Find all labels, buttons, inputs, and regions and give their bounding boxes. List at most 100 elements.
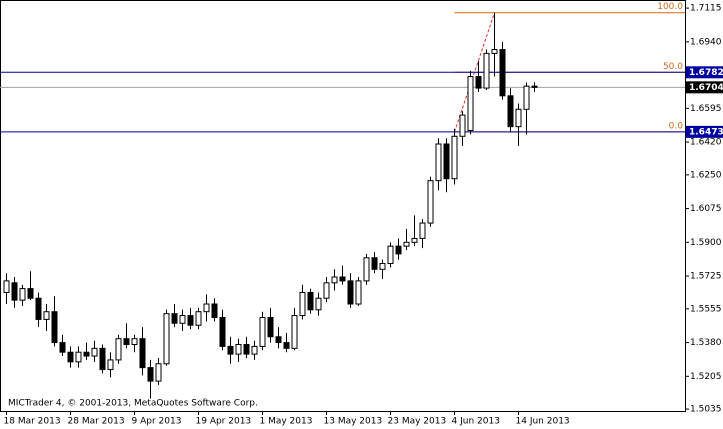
candle-body [331,276,338,284]
candle-body [11,282,18,301]
candle-body [251,345,258,355]
candle-body [491,49,498,54]
candle-body [131,338,138,345]
candle-body [347,280,354,305]
x-tick-label: 13 May 2013 [324,417,383,427]
candle-body [115,338,122,361]
y-tick-label: 1.6075 [690,204,722,214]
candle-body [27,288,34,299]
price-box [686,125,723,138]
x-tick-label: 28 Mar 2013 [68,417,125,427]
x-tick-label: 19 Apr 2013 [196,417,252,427]
candle-body [387,245,394,265]
candle-body [531,85,538,88]
x-tick-label: 1 May 2013 [260,417,313,427]
candle-body [235,343,242,355]
candle-body [451,135,458,180]
candle-body [475,76,482,89]
candle-body [323,282,330,299]
candle-body [267,317,274,338]
candle-body [291,315,298,349]
candle-body [467,76,474,132]
y-tick-label: 1.5380 [690,338,722,348]
fib-label: 100.0 [657,2,683,12]
candle-body [523,85,530,110]
candle-body [355,280,362,305]
fib-label: 0.0 [669,121,684,131]
y-tick-label: 1.6940 [690,37,722,47]
price-label: 1.6704 [689,83,723,93]
candle-body [411,237,418,243]
y-tick-label: 1.6250 [690,170,722,180]
candle-body [483,52,490,89]
candle-body [371,257,378,270]
x-tick-label: 14 Jun 2013 [516,417,570,427]
footer: MICTrader 4, © 2001-2013, MetaQuotes Sof… [8,399,258,409]
x-tick-label: 9 Apr 2013 [132,417,182,427]
candle-body [43,311,50,320]
candle-body [211,303,218,319]
candle-body [99,347,106,371]
candle-body [515,108,522,128]
candle-body [507,95,514,128]
candle-body [499,49,506,97]
price-box [686,81,723,94]
y-tick-label: 1.6595 [690,104,722,114]
price-label: 1.6473 [689,127,723,137]
candle-body [139,338,146,369]
candle-body [459,114,466,137]
candle-body [19,288,26,301]
candle-body [259,317,266,347]
candle-body [171,313,178,324]
y-tick-label: 1.5555 [690,304,722,314]
candle-body [179,315,186,324]
candle-body [275,336,282,344]
candle-body [435,143,442,182]
y-tick-label: 1.6420 [690,138,722,148]
candle-body [107,359,114,371]
candle-body [219,317,226,347]
candle-body [339,276,346,282]
candle-body [147,367,154,382]
candle-body [299,291,306,317]
plot-frame [0,0,686,412]
candle-body [123,338,130,345]
x-tick-label: 4 Jun 2013 [452,417,500,427]
candle-body [59,342,66,353]
candle-body [35,297,42,320]
candle-body [83,351,90,357]
candle-body [203,303,210,313]
candle-body [379,263,386,270]
candle-body [283,342,290,349]
candle-body [315,297,322,311]
candle-body [187,315,194,326]
y-tick-label: 1.5035 [690,405,722,415]
candle-body [419,222,426,239]
candle-body [443,143,450,180]
candle-body [427,180,434,224]
candle-body [51,311,58,344]
y-tick-label: 1.7115 [690,4,722,14]
candle-body [3,280,10,293]
x-tick-label: 18 Mar 2013 [4,417,61,427]
candle-body [363,257,370,282]
candle-body [195,311,202,326]
x-tick-label: 23 May 2013 [388,417,447,427]
candle-body [67,351,74,363]
candle-body [163,313,170,365]
candle-body [155,363,162,382]
candle-body [75,351,82,363]
y-tick-label: 1.5725 [690,272,722,282]
candle-body [243,343,250,355]
candle-body [91,347,98,357]
candle-body [395,245,402,255]
price-box [686,66,723,79]
candle-body [307,291,314,311]
candle-body [403,241,410,247]
y-tick-label: 1.5900 [690,238,722,248]
y-tick-label: 1.5205 [690,372,722,382]
fib-label: 50.0 [663,62,683,72]
candle-body [227,345,234,355]
price-label: 1.6782 [689,68,723,78]
